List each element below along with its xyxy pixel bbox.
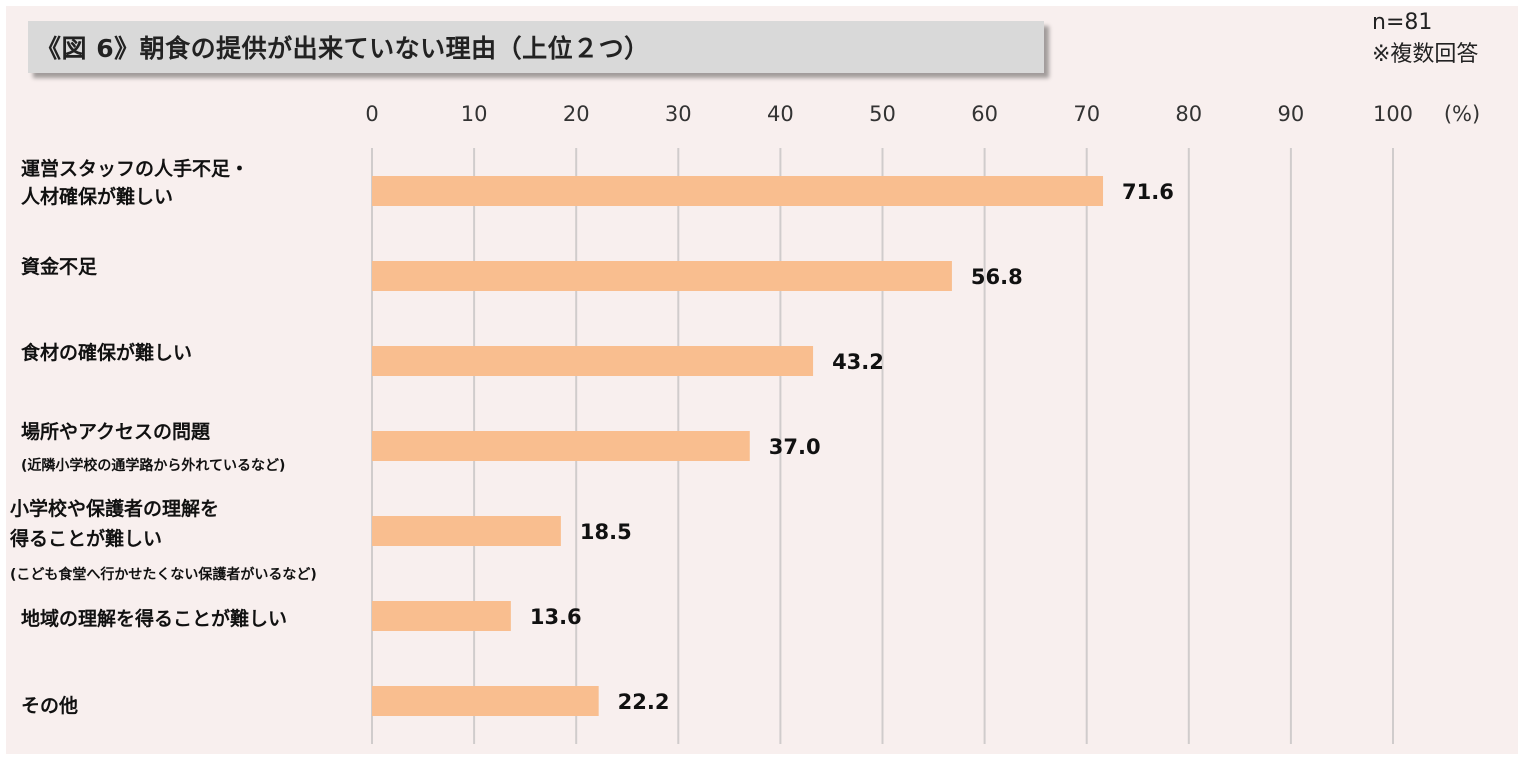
category-label-staff-line2: 人材確保が難しい: [21, 186, 174, 208]
x-tick-label-20: 20: [563, 102, 590, 126]
x-tick-label-70: 70: [1073, 102, 1100, 126]
x-tick-label-40: 40: [767, 102, 794, 126]
x-tick-label-50: 50: [869, 102, 896, 126]
x-tick-label-30: 30: [665, 102, 692, 126]
category-sublabel-school: (こども食堂へ行かせたくない保護者がいるなど): [10, 567, 317, 583]
category-label-staff-line1: 運営スタッフの人手不足・: [21, 158, 250, 180]
bar-1: [372, 261, 952, 291]
bar-3: [372, 431, 750, 461]
bar-5: [372, 601, 511, 631]
multiple-answer-note: ※複数回答: [1372, 42, 1479, 67]
chart-title: 《図 6》朝食の提供が出来ていない理由（上位２つ）: [28, 21, 1044, 73]
category-label-location: 場所やアクセスの問題: [21, 421, 211, 443]
data-label-1: 56.8: [971, 265, 1023, 289]
data-label-0: 71.6: [1122, 180, 1174, 204]
bar-0: [372, 176, 1104, 206]
x-tick-label-80: 80: [1175, 102, 1202, 126]
category-label-funds: 資金不足: [21, 256, 98, 278]
data-label-6: 22.2: [618, 690, 670, 714]
x-tick-label-100: 100: [1373, 102, 1413, 126]
chart-panel: [6, 6, 1518, 754]
sample-size-label: n=81: [1372, 10, 1433, 35]
x-tick-label-0: 0: [365, 102, 378, 126]
category-label-community: 地域の理解を得ることが難しい: [21, 608, 288, 630]
x-tick-label-10: 10: [461, 102, 488, 126]
category-sublabel-location: (近隣小学校の通学路から外れているなど): [21, 458, 286, 474]
x-unit-label: (%): [1444, 102, 1480, 126]
bar-2: [372, 346, 814, 376]
category-label-ingredients: 食材の確保が難しい: [21, 342, 193, 364]
category-label-school-line2: 得ることが難しい: [10, 528, 163, 550]
x-tick-label-90: 90: [1278, 102, 1305, 126]
x-tick-label-60: 60: [971, 102, 998, 126]
data-label-5: 13.6: [530, 605, 582, 629]
data-label-4: 18.5: [580, 520, 632, 544]
bar-6: [372, 686, 599, 716]
category-label-other: その他: [21, 695, 79, 717]
bar-4: [372, 516, 561, 546]
category-label-school-line1: 小学校や保護者の理解を: [10, 498, 220, 520]
data-label-2: 43.2: [832, 350, 884, 374]
data-label-3: 37.0: [769, 435, 821, 459]
